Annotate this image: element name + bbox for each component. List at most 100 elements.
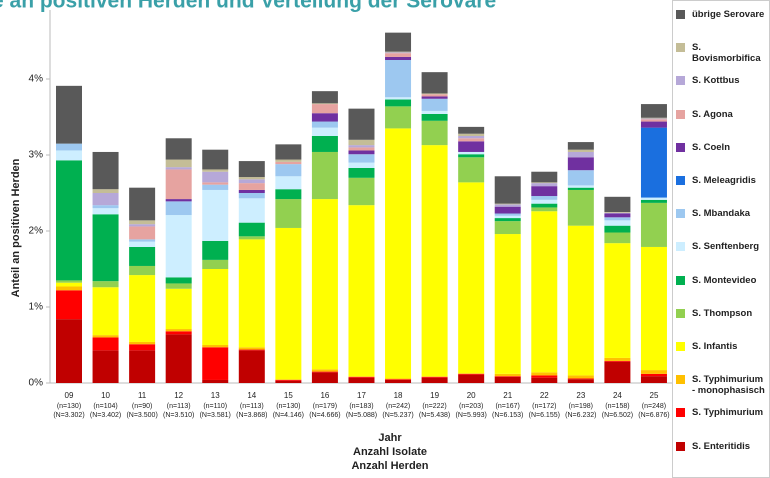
legend-frame [672, 0, 770, 478]
legend-label: S. Montevideo [692, 274, 757, 286]
bar-segment [348, 177, 375, 206]
bar-segment [56, 319, 82, 383]
bar-segment [238, 179, 265, 184]
bar-segment [567, 378, 594, 380]
legend-label: übrige Serovare [692, 9, 765, 20]
bar-segment [567, 225, 594, 376]
bar-segment [531, 207, 558, 212]
bar-segment [458, 151, 485, 155]
x-tick-label: 12 [174, 391, 183, 400]
bar-segment [385, 378, 412, 380]
bar-segment [494, 206, 521, 214]
x-axis-label: Anzahl Isolate [353, 446, 427, 458]
bar-segment [567, 379, 594, 383]
bar-segment [56, 286, 82, 291]
flock-label: (N=3.500) [126, 412, 157, 419]
bar-segment [348, 167, 375, 178]
legend-swatch [676, 209, 685, 219]
bar-segment [92, 205, 119, 209]
bar-segment [348, 162, 375, 168]
bar-segment [567, 375, 594, 379]
flock-label: (N=3.302) [53, 412, 84, 419]
isolate-label: (n=179) [313, 403, 337, 410]
bar-segment [165, 329, 192, 332]
bar-segment [275, 164, 302, 177]
x-tick-label: 25 [650, 391, 659, 400]
bar-segment [604, 357, 631, 361]
isolate-label: (n=104) [93, 403, 117, 410]
bar-segment [92, 214, 119, 282]
bar-segment [202, 189, 229, 241]
bar-segment [165, 331, 192, 335]
bar-segment [567, 157, 594, 171]
bar-segment [494, 373, 521, 377]
bar-segment [165, 199, 192, 202]
bar-segment [92, 208, 119, 215]
y-tick-label: 3% [29, 150, 44, 161]
bar-segment [421, 376, 448, 378]
bar-segment [385, 106, 412, 129]
bar-segment [494, 376, 521, 383]
x-tick-label: 22 [540, 391, 549, 400]
bar-segment [458, 133, 485, 136]
bar-segment [311, 151, 338, 200]
bar-segment [567, 189, 594, 226]
bar-segment [56, 290, 82, 320]
bar-segment [640, 119, 667, 122]
isolate-label: (n=198) [569, 403, 593, 410]
bar-segment [531, 183, 558, 187]
x-tick-label: 18 [394, 391, 403, 400]
bar-segment [640, 127, 667, 198]
bar-segment [311, 104, 338, 114]
bar-segment [311, 369, 338, 372]
bar-segment [385, 379, 412, 383]
legend-label: S. Enteritidis [692, 440, 751, 452]
bar-segment [385, 56, 412, 60]
bar-segment [604, 232, 631, 244]
bar-segment [275, 199, 302, 228]
bar-segment [56, 150, 82, 161]
x-tick-label: 09 [65, 391, 74, 400]
bar-segment [311, 103, 338, 105]
bar-segment [385, 52, 412, 54]
bar-segment [129, 341, 156, 345]
bar-segment [129, 224, 156, 227]
chart-title: e an positiven Herden und Verteilung der… [0, 0, 496, 13]
bar-segment [238, 222, 265, 237]
bar-segment [165, 201, 192, 216]
bar-segment [458, 182, 485, 374]
flock-label: (N=6.876) [638, 412, 669, 419]
bar-segment [640, 117, 667, 119]
bar-segment [92, 151, 119, 190]
bar-segment [275, 379, 302, 381]
x-tick-label: 10 [101, 391, 110, 400]
x-tick-label: 11 [138, 391, 147, 400]
bar-segment [165, 159, 192, 168]
x-tick-label: 15 [284, 391, 293, 400]
flock-label: (N=5.237) [382, 412, 413, 419]
legend-swatch [676, 242, 685, 252]
bar-segment [494, 213, 521, 216]
legend-label: S. Thompson [692, 307, 753, 319]
bar-segment [421, 377, 448, 383]
bar-segment [56, 143, 82, 151]
legend-label: S. Agona [692, 108, 733, 120]
bar-segment [165, 334, 192, 383]
legend-label: S. Typhimurium - monophasisch [692, 374, 765, 397]
bar-segment [275, 227, 302, 380]
bar-segment [421, 96, 448, 99]
bar-segment [202, 149, 229, 170]
bar-segment [238, 239, 265, 348]
bar-segment [202, 171, 229, 183]
bar-segment [165, 138, 192, 160]
bar-segment [92, 335, 119, 338]
bar-segment [604, 217, 631, 221]
x-tick-label: 13 [211, 391, 220, 400]
flock-label: (N=5.088) [346, 412, 377, 419]
legend-swatch [676, 43, 685, 53]
bar-segment [494, 234, 521, 374]
bar-segment [238, 189, 265, 193]
bar-segment [640, 202, 667, 247]
bar-segment [311, 371, 338, 373]
